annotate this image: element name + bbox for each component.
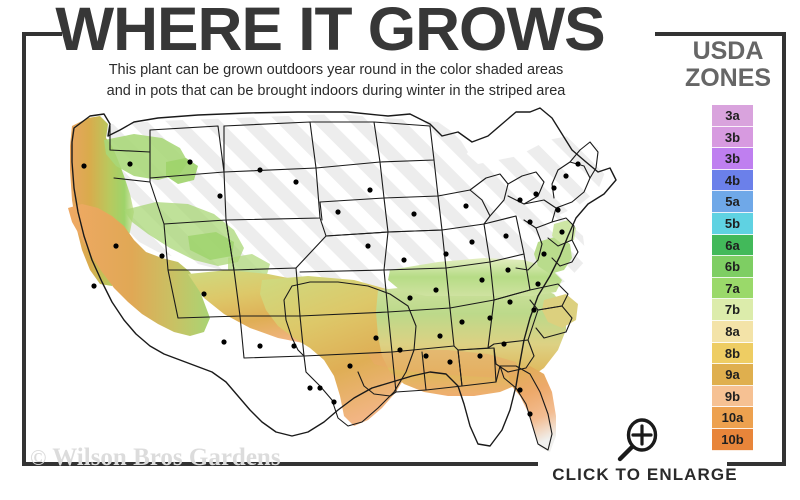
zone-swatch-9b: 9b: [712, 385, 753, 408]
colored-region-appalachian: [388, 258, 562, 296]
click-to-enlarge-label[interactable]: CLICK TO ENLARGE: [552, 465, 738, 484]
striped-region-northeast: [476, 134, 606, 220]
colored-region-mid-atlantic-coast: [534, 236, 572, 274]
zone-swatch-10a: 10a: [712, 407, 753, 429]
page-title: WHERE IT GROWS: [55, 0, 605, 63]
zone-swatch-3b-2: 3b: [712, 148, 753, 170]
zone-swatch-8b: 8b: [712, 342, 753, 365]
map-layers: [68, 107, 617, 452]
watermark: © Wilson Bros Gardens: [30, 444, 281, 472]
zone-swatch-7a: 7a: [712, 277, 753, 300]
frame-border-bottom-left: [22, 462, 538, 466]
zone-swatch-3a: 3a: [712, 105, 753, 127]
frame-border-bottom-right: [727, 462, 786, 466]
zone-swatch-5b: 5b: [712, 212, 753, 235]
watermark-text: Wilson Bros Gardens: [52, 444, 281, 471]
frame-border-top-left: [22, 32, 62, 36]
colored-region-carolina-coast: [542, 294, 578, 328]
zone-swatch-6a: 6a: [712, 234, 753, 257]
hardiness-zone-map[interactable]: [38, 104, 668, 454]
zone-swatch-7b: 7b: [712, 299, 753, 321]
zone-swatch-8a: 8a: [712, 320, 753, 343]
usda-zones-heading-line-1: USDA: [692, 37, 764, 65]
colored-region-florida: [508, 366, 556, 452]
zone-swatch-3b-1: 3b: [712, 126, 753, 149]
subtitle: This plant can be grown outdoors year ro…: [36, 60, 636, 102]
zone-swatch-9a: 9a: [712, 364, 753, 386]
zone-swatch-5a: 5a: [712, 191, 753, 213]
zone-swatch-6b: 6b: [712, 256, 753, 278]
frame-border-left: [22, 32, 26, 466]
usda-zones-heading-line-2: ZONES: [684, 64, 772, 92]
copyright-icon: ©: [30, 445, 47, 470]
hardiness-zone-map-svg: [68, 107, 617, 452]
zone-swatch-4b: 4b: [712, 169, 753, 192]
subtitle-line-1: This plant can be grown outdoors year ro…: [108, 62, 564, 78]
zone-swatch-10b: 10b: [712, 428, 753, 451]
usda-zone-legend: 3a 3b 3b 4b 5a 5b 6a 6b 7a 7b 8a 8b 9a 9b 10a 10b: [712, 105, 753, 451]
map-city-dots: [81, 159, 581, 417]
subtitle-line-2: and in pots that can be brought indoors …: [106, 83, 566, 99]
frame-border-right: [782, 32, 786, 466]
usda-zones-heading: USDA ZONES: [668, 38, 788, 92]
frame-border-top-right: [655, 32, 786, 36]
map-state-outlines: [71, 107, 617, 451]
colored-region-utah-valley: [188, 232, 234, 260]
magnifier-plus-icon[interactable]: [613, 418, 661, 462]
